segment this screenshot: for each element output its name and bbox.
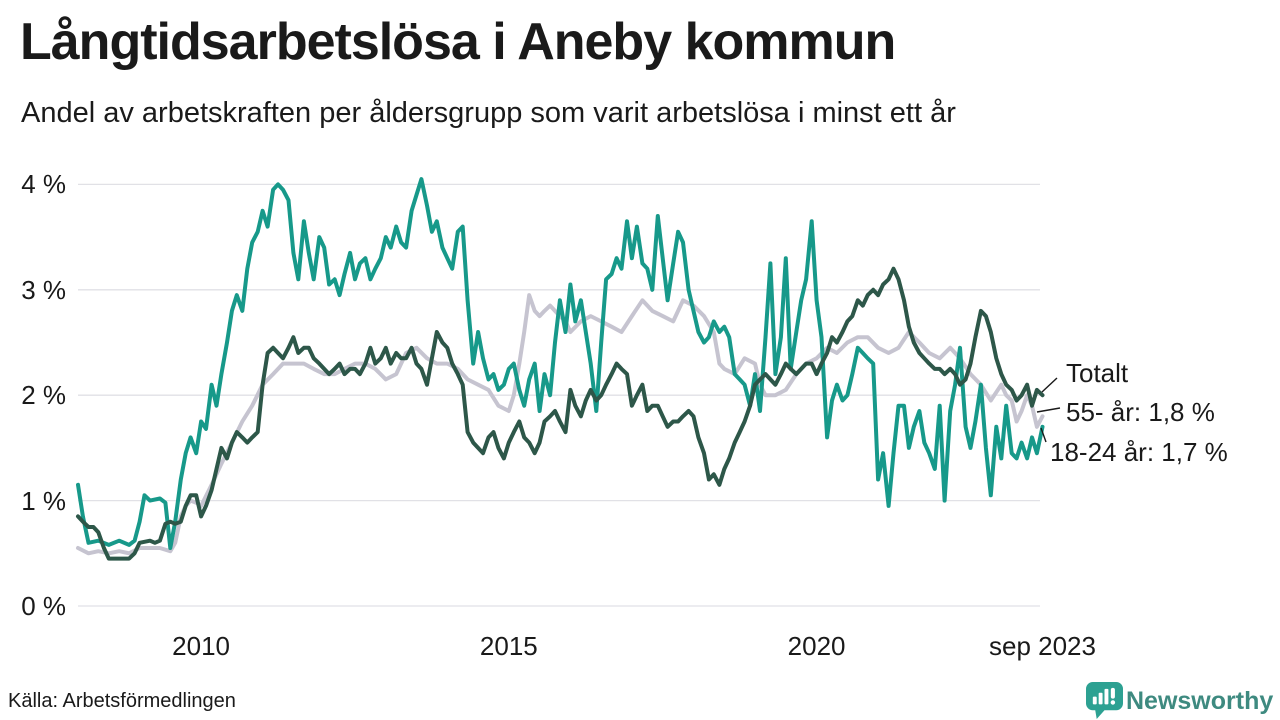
y-axis-label: 4 % xyxy=(21,169,66,200)
annotation-leader-18-24-ar xyxy=(1040,427,1047,443)
newsworthy-logo xyxy=(1086,682,1123,720)
x-axis-label: 2020 xyxy=(787,631,846,661)
y-axis-label: 2 % xyxy=(21,380,66,411)
gridlines xyxy=(78,183,1040,607)
annotation-leader-totalt xyxy=(1041,377,1058,393)
series-label-totalt: Totalt xyxy=(1066,358,1129,388)
newsworthy-wordmark: Newsworthy xyxy=(1126,687,1274,715)
chart-subtitle: Andel av arbetskraften per åldersgrupp s… xyxy=(21,97,956,129)
series-lines xyxy=(76,177,1045,561)
series-label-55-ar: 55- år: 1,8 % xyxy=(1066,397,1215,427)
annotation-leader-55-ar xyxy=(1036,407,1061,413)
x-axis-label: 2010 xyxy=(172,631,231,661)
newsworthy-icon xyxy=(1086,682,1123,720)
x-axis-label: sep 2023 xyxy=(988,631,1096,661)
x-axis-label: 2015 xyxy=(479,631,538,661)
y-axis-label: 0 % xyxy=(21,591,66,621)
logo-bars-and-exclamation xyxy=(1092,687,1116,705)
y-axis-label: 3 % xyxy=(21,274,66,305)
series-line-18-24-ar xyxy=(76,177,1045,550)
series-label-18-24-ar: 18-24 år: 1,7 % xyxy=(1050,437,1228,467)
source-note: Källa: Arbetsförmedlingen xyxy=(8,690,236,712)
annotation-leader-lines xyxy=(1036,377,1061,443)
y-axis-label: 1 % xyxy=(21,485,66,516)
series-line-totalt xyxy=(76,266,1045,561)
chart-title: Långtidsarbetslösa i Aneby kommun xyxy=(20,13,896,71)
